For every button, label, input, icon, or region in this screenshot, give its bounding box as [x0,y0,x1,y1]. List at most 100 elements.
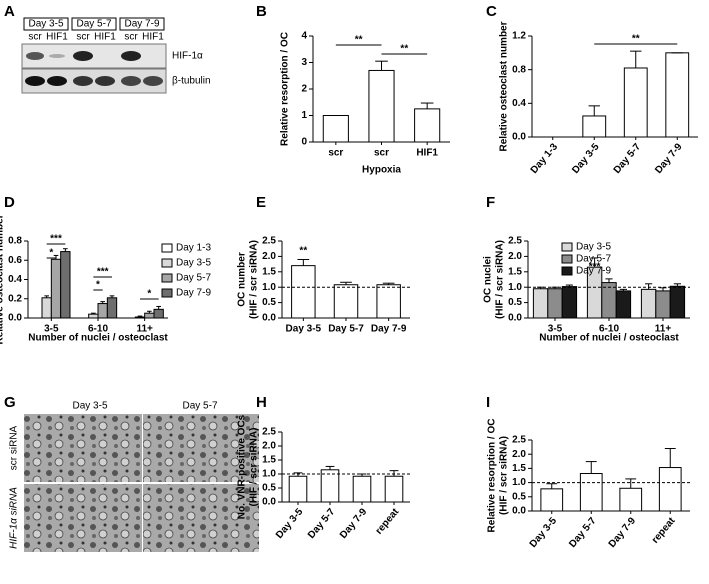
significance-label: *** [50,234,62,245]
band-label: HIF-1α [172,51,203,62]
band [95,76,115,86]
bar [333,284,359,319]
lane-label: scr [28,32,42,43]
x-tick-label: 11+ [655,324,672,335]
x-tick-label: Day 7-9 [338,506,370,541]
y-tick-label: 4 [301,31,307,42]
y-tick-label: 2.5 [508,236,522,247]
legend-swatch [161,258,173,268]
x-tick-label: Day 5-7 [567,515,599,550]
bar [134,316,146,319]
day-box [71,17,117,31]
bar [368,69,395,143]
y-tick-label: 1.2 [512,31,526,42]
bar [153,308,164,319]
panel-letter: H [256,394,267,411]
bar [352,475,372,503]
y-axis-label: (HIF / scr siRNA) [249,240,260,319]
bar [88,313,99,319]
y-tick-label: 0.4 [8,274,22,285]
y-axis-label: Relative resorption / OC [280,32,291,146]
bar [582,115,607,138]
significance-label: ** [632,34,640,45]
day-label: Day 7-9 [124,19,159,30]
x-axis-label: Number of nuclei / osteoclast [28,333,168,344]
bar [561,286,578,319]
legend-swatch [561,242,573,252]
legend-label: Day 5-7 [576,254,611,265]
y-tick-label: 1.5 [512,463,526,474]
band [49,54,65,58]
legend-label: Day 3-5 [176,258,211,269]
bar [579,473,603,512]
band [25,76,45,86]
x-tick-label: 3-5 [548,324,563,335]
y-tick-label: 2.5 [262,427,276,438]
bar [97,303,108,319]
bar [532,288,549,319]
panel-letters: A B C D E F G H I [4,3,497,411]
bar [655,290,671,319]
band [73,51,93,61]
bar [144,312,155,319]
band [26,52,44,60]
panel-letter: A [4,3,15,20]
x-tick-label: scr [328,148,343,159]
significance-label: ** [400,44,408,55]
y-tick-label: 2.0 [508,251,522,262]
y-axis-label: (HIF / scr siRNA) [499,436,510,515]
bar [106,297,118,319]
x-tick-label: Day 7-9 [371,324,407,335]
legend-label: Day 7-9 [176,288,211,299]
day-label: Day 3-5 [28,19,63,30]
x-tick-label: Day 3-5 [286,324,322,335]
y-axis-label: (HIF / scr siRNA) [249,428,260,507]
y-tick-label: 1.0 [512,477,526,488]
x-tick-label: 6-10 [88,324,108,335]
significance-label: *** [589,262,601,273]
bar [665,52,690,138]
column-label: Day 5-7 [182,401,217,412]
y-tick-label: 1.5 [262,455,276,466]
bar [547,288,563,319]
lane-label: scr [76,32,90,43]
day-box [119,17,165,31]
x-axis-label: Hypoxia [362,165,401,176]
lane-label: scr [124,32,138,43]
y-tick-label: 1.5 [508,266,522,277]
day-label: Day 5-7 [76,19,111,30]
y-tick-label: 0.8 [8,236,22,247]
y-tick-label: 1.0 [262,282,276,293]
x-tick-label: repeat [374,506,402,537]
bar [540,488,564,512]
bar [320,469,340,503]
panel-letter: D [4,194,15,211]
x-tick-label: 6-10 [599,324,619,335]
panel-letter: G [4,394,16,411]
micrograph-image [24,414,142,482]
x-tick-label: Day 5-7 [328,324,364,335]
legend-swatch [161,288,173,298]
western-blot: Day 3-5 Day 5-7 Day 7-9 scr HIF1 scr HIF… [21,17,211,94]
band [47,76,67,86]
bar [414,108,441,143]
y-tick-label: 0.5 [512,491,526,502]
lane-label: HIF1 [142,32,164,43]
micrographs: Day 3-5 Day 5-7 scr siRNA HIF-1α siRNA [9,401,259,552]
micrograph-image [24,484,142,552]
y-tick-label: 0.8 [512,64,526,75]
row-label: HIF-1α siRNA [9,487,20,549]
legend-label: Day 7-9 [576,266,611,277]
significance-label: * [96,280,100,291]
y-tick-label: 2.5 [262,236,276,247]
micrograph-image [143,484,259,552]
bar [291,265,316,319]
x-tick-label: Day 5-7 [306,506,338,541]
y-tick-label: 0.0 [8,313,22,324]
y-tick-label: 0.0 [262,497,276,508]
y-tick-label: 2.0 [512,449,526,460]
x-tick-label: scr [374,148,389,159]
y-tick-label: 2 [301,84,307,95]
y-tick-label: 0.0 [512,132,526,143]
bar [41,297,52,319]
